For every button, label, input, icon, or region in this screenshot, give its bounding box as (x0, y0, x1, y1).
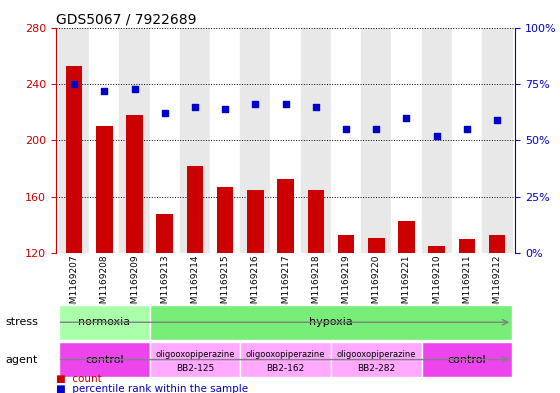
Bar (59, 28, 89, 253)
Bar (331, 28, 361, 253)
Bar (150, 305, 512, 340)
Bar (452, 28, 482, 253)
Bar (301, 28, 331, 253)
Bar (119, 28, 150, 253)
Text: oligooxopiperazine: oligooxopiperazine (155, 350, 235, 359)
Bar (156, 214, 173, 393)
Bar (482, 28, 512, 253)
Point (100, 88, 109, 94)
Bar (247, 190, 264, 393)
Point (402, 115, 411, 121)
Text: normoxia: normoxia (78, 317, 130, 327)
Point (493, 117, 502, 123)
Point (251, 101, 260, 107)
Bar (368, 238, 385, 393)
Bar (210, 28, 240, 253)
Bar (338, 235, 354, 393)
Point (221, 106, 230, 112)
Point (281, 101, 290, 107)
Text: GDS5067 / 7922689: GDS5067 / 7922689 (56, 12, 197, 26)
Bar (398, 221, 415, 393)
Text: stress: stress (6, 317, 39, 327)
Bar (150, 342, 240, 377)
Text: control: control (447, 354, 486, 365)
Text: BB2-162: BB2-162 (267, 364, 305, 373)
Text: BB2-125: BB2-125 (176, 364, 214, 373)
Bar (240, 342, 331, 377)
Bar (240, 28, 270, 253)
Bar (270, 28, 301, 253)
Text: oligooxopiperazine: oligooxopiperazine (246, 350, 325, 359)
Bar (217, 187, 234, 393)
Text: oligooxopiperazine: oligooxopiperazine (337, 350, 416, 359)
Bar (422, 28, 452, 253)
Bar (422, 342, 512, 377)
Point (69, 81, 78, 87)
Point (160, 110, 169, 116)
Point (342, 126, 351, 132)
Text: agent: agent (6, 354, 38, 365)
Bar (361, 28, 391, 253)
Point (372, 126, 381, 132)
Bar (489, 235, 505, 393)
Point (432, 133, 441, 139)
Bar (180, 28, 210, 253)
Bar (277, 179, 294, 393)
Bar (428, 246, 445, 393)
Bar (59, 305, 150, 340)
Text: hypoxia: hypoxia (309, 317, 353, 327)
Bar (150, 28, 180, 253)
Point (190, 103, 199, 110)
Bar (307, 190, 324, 393)
Point (463, 126, 472, 132)
Bar (59, 342, 150, 377)
Bar (391, 28, 422, 253)
Point (130, 85, 139, 92)
Text: BB2-282: BB2-282 (357, 364, 395, 373)
Text: ■  count: ■ count (56, 374, 102, 384)
Bar (186, 166, 203, 393)
Bar (66, 66, 82, 393)
Bar (126, 115, 143, 393)
Point (311, 103, 320, 110)
Text: control: control (85, 354, 124, 365)
Bar (459, 239, 475, 393)
Bar (96, 127, 113, 393)
Bar (89, 28, 119, 253)
Text: ■  percentile rank within the sample: ■ percentile rank within the sample (56, 384, 248, 393)
Bar (331, 342, 422, 377)
